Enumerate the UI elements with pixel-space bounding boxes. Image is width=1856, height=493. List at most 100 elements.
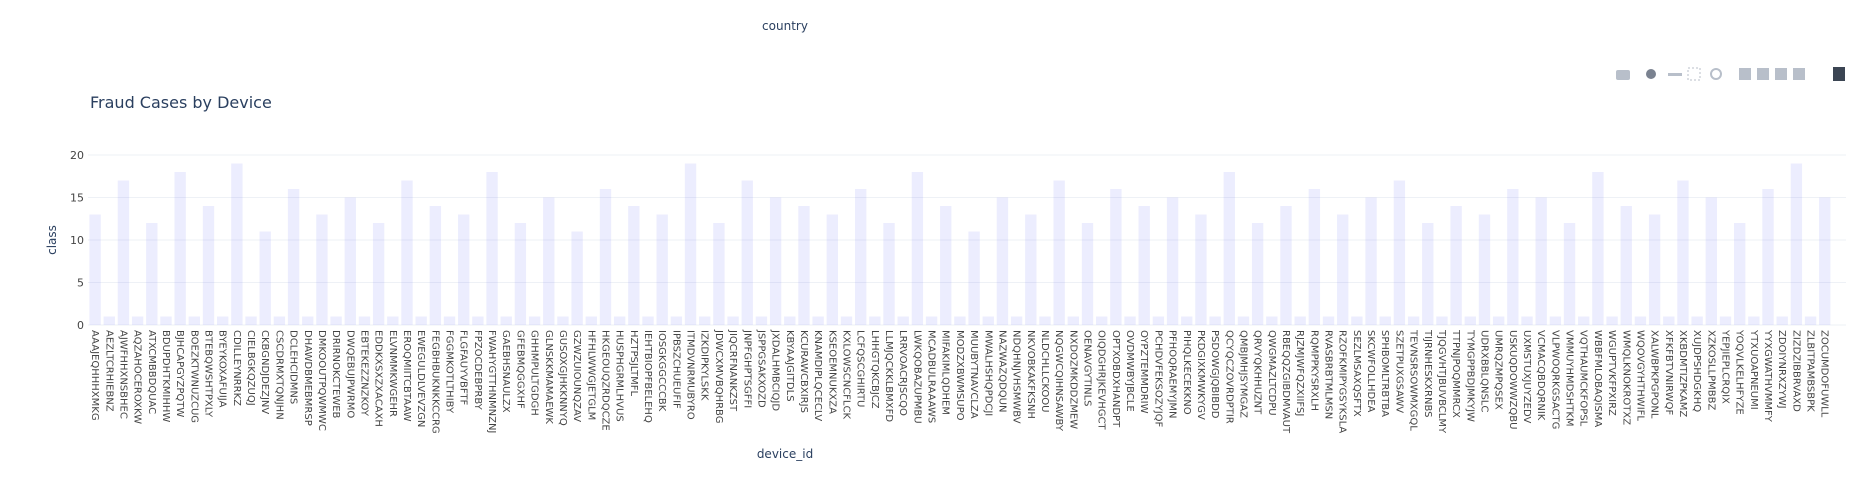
autoscale-icon[interactable]: [1775, 68, 1787, 80]
zoom-out-icon[interactable]: [1757, 68, 1769, 80]
bar: [599, 189, 612, 325]
camera-icon[interactable]: [1616, 70, 1630, 80]
x-tick-label: RQMPPKYSRXLH: [1308, 330, 1319, 411]
x-tick-label: EWEGULDLVEVZGN: [415, 330, 426, 427]
select-icon[interactable]: [1687, 67, 1701, 81]
x-tick-label: XUJDPSHDGKHQ: [1691, 330, 1702, 412]
y-tick-label: 0: [77, 319, 84, 332]
x-tick-label: NQGWCQIHNSAWBY: [1053, 330, 1064, 432]
x-tick-label: JNPFGHPTSGFFI: [741, 329, 752, 408]
bar: [458, 214, 470, 325]
bar: [1025, 214, 1037, 325]
bar: [741, 180, 753, 325]
bar: [528, 316, 541, 325]
bar: [1578, 316, 1590, 325]
bar: [1039, 316, 1051, 325]
x-tick-label: MWALHSHQPDCJI: [982, 330, 993, 416]
bar: [1620, 206, 1632, 325]
bar: [699, 316, 711, 325]
bar: [1606, 316, 1618, 325]
bar: [812, 316, 824, 325]
reset-icon[interactable]: [1793, 68, 1805, 80]
x-tick-label: FEGBHBUKNKKCCRG: [429, 330, 440, 434]
plot-area: 0 5 10 15 20 AAAJEQHHHXMKG AEZLTCRHIEBNZ AJWFHH…: [70, 149, 1846, 434]
bar: [188, 316, 201, 325]
x-tick-label: ATXCMBBDQUAC: [146, 330, 157, 414]
x-tick-label: XALWBPKPGPONL: [1649, 330, 1660, 419]
x-tick-label: WQOVGYHTHWIFL: [1634, 330, 1645, 421]
x-tick-label: MCADBULRAAAWS: [926, 330, 937, 423]
bar: [146, 223, 158, 325]
bar: [1450, 206, 1462, 325]
x-tick-label: ITMDVNRMUBYRO: [685, 330, 696, 420]
x-tick-label: ZLBITPAMBSBPK: [1805, 330, 1816, 412]
x-tick-label: HFHLWWGJETGLM: [585, 330, 596, 420]
x-tick-label: YTXUOAPNEUMI: [1748, 329, 1759, 410]
bar: [1634, 316, 1647, 325]
bar: [415, 316, 427, 325]
bar: [1010, 316, 1023, 325]
bar: [1124, 316, 1136, 325]
zoom-icon[interactable]: [1646, 69, 1656, 79]
bar: [231, 163, 243, 325]
x-tick-label: OENAVGYTINLS: [1082, 330, 1093, 407]
x-tick-label: OPTXOBDXHANDPT: [1110, 330, 1121, 428]
bar: [1053, 180, 1065, 325]
bar: [1365, 197, 1377, 325]
bar: [89, 214, 101, 325]
bar: [401, 180, 413, 325]
x-tick-label: UXMSTUXJUYZEDV: [1521, 330, 1532, 423]
bar: [713, 223, 725, 325]
x-tick-label: LHHGTQKCBJCZ: [869, 330, 880, 409]
lasso-icon[interactable]: [1710, 68, 1722, 80]
zoom-in-icon[interactable]: [1739, 68, 1751, 80]
x-tick-label: QWGMAZLTCDPU: [1266, 330, 1277, 416]
x-tick-label: GFEBMQGGXHF: [514, 330, 525, 409]
bar: [1393, 180, 1406, 325]
bar: [1563, 223, 1576, 325]
x-tick-label: ZDOIYNRXZYWJ: [1776, 330, 1787, 409]
bar: [1152, 316, 1165, 325]
bar: [1663, 316, 1675, 325]
bar: [1804, 316, 1817, 325]
x-tick-label: HZTPSJLTMFL: [628, 330, 639, 396]
x-axis-label: device_id: [757, 447, 813, 461]
bar: [372, 223, 385, 325]
bar: [1521, 316, 1533, 325]
bar: [1237, 316, 1250, 325]
bar: [557, 316, 569, 325]
bar: [727, 316, 739, 325]
x-tick-label: CIELBGKQZUQJ: [245, 330, 256, 406]
bar: [344, 197, 356, 325]
bar: [968, 231, 980, 325]
bar: [826, 214, 838, 325]
x-tick-label: RJZMJWFQZXIIFSJ: [1294, 330, 1305, 416]
x-tick-label: TIJRNHESKXRNBS: [1422, 329, 1433, 418]
x-tick-label: PCHDVFEKSOZYJQF: [1152, 330, 1163, 428]
x-tick-label: AQZAHOCEROXKW: [132, 330, 143, 424]
x-tick-label: SZETPUXGSAWV: [1393, 330, 1404, 413]
x-tick-label: OIQDGHRJKEVHGCT: [1096, 330, 1107, 431]
bar: [1507, 189, 1519, 325]
bar: [1549, 316, 1562, 325]
x-tick-label: FWAHYGTTHNMNZNJ: [486, 330, 497, 433]
x-tick-label: IOSGKGGCCCBK: [656, 330, 667, 412]
plotly-logo[interactable]: [1833, 67, 1845, 81]
bar: [1223, 172, 1235, 325]
x-tick-label: KSEOEMNUKXZA: [826, 330, 837, 414]
pan-icon[interactable]: [1668, 73, 1682, 76]
x-tick-label: AAAJEQHHHXMKG: [89, 330, 100, 421]
bar: [1762, 189, 1774, 325]
bar: [543, 197, 555, 325]
bar: [1733, 223, 1746, 325]
bar: [1067, 316, 1080, 325]
bar: [1351, 316, 1363, 325]
bar: [1166, 197, 1179, 325]
x-tick-label: BDUPDHTKMIHHW: [160, 330, 171, 422]
bar: [217, 316, 229, 325]
bar: [387, 316, 399, 325]
bar: [1748, 316, 1760, 325]
x-tick-label: VMMUYHMDSHTKM: [1564, 330, 1575, 427]
x-tick-label: FPZOCDEBPRBY: [472, 330, 483, 411]
bar: [571, 231, 583, 325]
